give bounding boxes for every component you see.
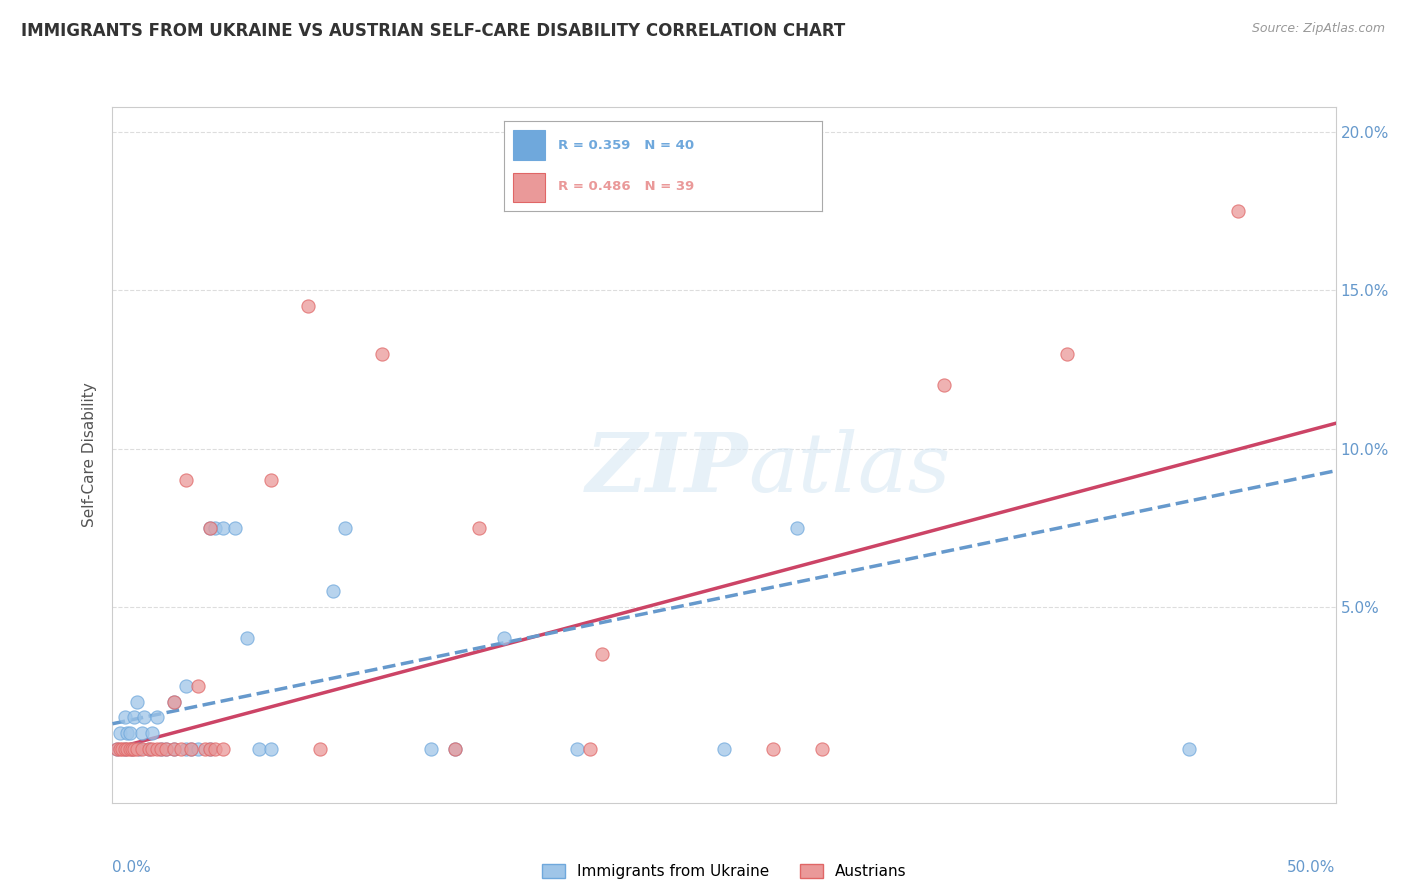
Point bbox=[309, 742, 332, 756]
Point bbox=[163, 742, 186, 756]
Point bbox=[115, 726, 138, 740]
Point bbox=[118, 742, 141, 756]
Point bbox=[247, 742, 270, 756]
Legend: Immigrants from Ukraine, Austrians: Immigrants from Ukraine, Austrians bbox=[536, 858, 912, 886]
Point bbox=[211, 742, 233, 756]
Point bbox=[1226, 204, 1249, 219]
Point bbox=[150, 742, 173, 756]
Point bbox=[333, 521, 356, 535]
Point bbox=[145, 742, 167, 756]
Point bbox=[492, 632, 515, 646]
Point bbox=[131, 726, 153, 740]
Point bbox=[591, 647, 613, 661]
Point bbox=[128, 742, 150, 756]
Point bbox=[567, 742, 589, 756]
Point bbox=[155, 742, 177, 756]
Point bbox=[1056, 347, 1078, 361]
Point bbox=[444, 742, 467, 756]
Point bbox=[105, 742, 128, 756]
Point bbox=[163, 742, 186, 756]
Y-axis label: Self-Care Disability: Self-Care Disability bbox=[82, 383, 97, 527]
Point bbox=[180, 742, 202, 756]
Point bbox=[134, 710, 156, 724]
Point bbox=[444, 742, 467, 756]
Point bbox=[124, 710, 146, 724]
Point bbox=[108, 726, 131, 740]
Point bbox=[108, 742, 131, 756]
Point bbox=[163, 695, 186, 709]
Point bbox=[114, 742, 136, 756]
Point bbox=[105, 742, 128, 756]
Point bbox=[138, 742, 160, 756]
Point bbox=[200, 521, 222, 535]
Point bbox=[204, 742, 226, 756]
Point bbox=[125, 695, 148, 709]
Point bbox=[786, 521, 808, 535]
Text: atlas: atlas bbox=[748, 429, 950, 508]
Point bbox=[114, 742, 136, 756]
Point bbox=[260, 742, 283, 756]
Text: Source: ZipAtlas.com: Source: ZipAtlas.com bbox=[1251, 22, 1385, 36]
Point bbox=[114, 710, 136, 724]
Point bbox=[224, 521, 246, 535]
Point bbox=[118, 726, 141, 740]
Point bbox=[934, 378, 956, 392]
Point bbox=[200, 521, 222, 535]
Point bbox=[115, 742, 138, 756]
Point bbox=[194, 742, 217, 756]
Point bbox=[180, 742, 202, 756]
Point bbox=[141, 742, 163, 756]
Point bbox=[762, 742, 785, 756]
Point bbox=[200, 742, 222, 756]
Point bbox=[150, 742, 173, 756]
Point bbox=[211, 521, 233, 535]
Point bbox=[811, 742, 834, 756]
Point bbox=[204, 521, 226, 535]
Point bbox=[419, 742, 441, 756]
Point bbox=[111, 742, 134, 756]
Text: IMMIGRANTS FROM UKRAINE VS AUSTRIAN SELF-CARE DISABILITY CORRELATION CHART: IMMIGRANTS FROM UKRAINE VS AUSTRIAN SELF… bbox=[21, 22, 845, 40]
Text: 50.0%: 50.0% bbox=[1288, 860, 1336, 875]
Point bbox=[1178, 742, 1201, 756]
Point bbox=[138, 742, 160, 756]
Point bbox=[174, 679, 197, 693]
Text: ZIP: ZIP bbox=[586, 429, 748, 508]
Point bbox=[260, 473, 283, 487]
Point bbox=[125, 742, 148, 756]
Point bbox=[200, 742, 222, 756]
Point bbox=[236, 632, 259, 646]
Point bbox=[121, 742, 143, 756]
Point bbox=[124, 742, 146, 756]
Point bbox=[174, 473, 197, 487]
Point bbox=[145, 710, 167, 724]
Point bbox=[121, 742, 143, 756]
Point bbox=[187, 742, 209, 756]
Point bbox=[468, 521, 491, 535]
Point bbox=[370, 347, 392, 361]
Point bbox=[578, 742, 600, 756]
Point bbox=[163, 695, 186, 709]
Point bbox=[141, 726, 163, 740]
Point bbox=[322, 583, 344, 598]
Point bbox=[174, 742, 197, 756]
Text: 0.0%: 0.0% bbox=[112, 860, 152, 875]
Point bbox=[131, 742, 153, 756]
Point bbox=[297, 299, 319, 313]
Point bbox=[155, 742, 177, 756]
Point bbox=[170, 742, 193, 756]
Point bbox=[187, 679, 209, 693]
Point bbox=[713, 742, 735, 756]
